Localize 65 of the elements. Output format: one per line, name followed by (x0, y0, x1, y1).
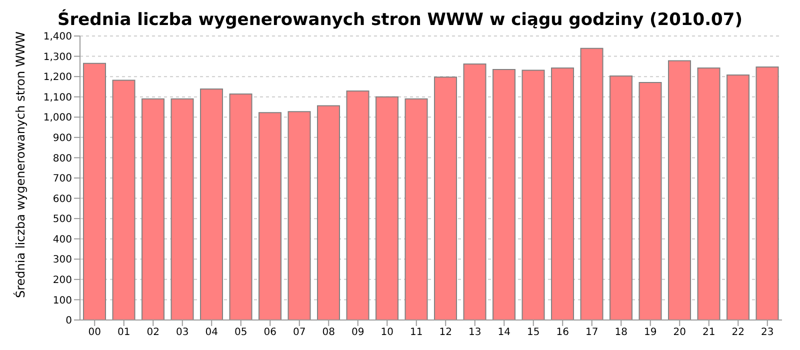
x-tick-label: 12 (439, 327, 452, 338)
bar (112, 80, 136, 320)
x-tick-label: 20 (673, 327, 686, 338)
x-tick-label: 18 (614, 327, 628, 338)
x-tick-label: 10 (380, 327, 394, 338)
bar (551, 68, 574, 320)
x-tick-label: 23 (761, 327, 774, 338)
x-tick-label: 09 (352, 327, 364, 338)
bar (317, 105, 340, 320)
bar (610, 75, 633, 320)
y-tick-label: 1,100 (43, 92, 72, 104)
y-tick-label: 400 (52, 234, 72, 246)
bar (229, 94, 252, 320)
y-axis-title: Średnia liczba wygenerowanych stron WWW (12, 31, 28, 298)
y-tick-label: 1,300 (43, 52, 72, 63)
bar (404, 98, 428, 320)
x-tick-label: 16 (556, 327, 569, 338)
x-tick-label: 13 (468, 327, 482, 338)
chart-title: Średnia liczba wygenerowanych stron WWW w ciągu godziny (2010.07) (56, 8, 744, 32)
y-tick-label: 100 (52, 295, 72, 306)
bar (376, 96, 399, 320)
x-tick-label: 21 (702, 327, 716, 338)
x-tick-label: 05 (234, 327, 248, 338)
x-tick-label: 14 (498, 327, 510, 338)
y-tick-label: 1,000 (43, 112, 72, 124)
bar (200, 88, 224, 320)
bar (346, 90, 370, 320)
bar (638, 82, 662, 320)
y-tick-label: 0 (66, 316, 72, 327)
y-tick-label: 200 (52, 274, 72, 286)
y-tick-label: 1,400 (43, 32, 72, 43)
bar (83, 62, 106, 320)
bar (434, 76, 458, 320)
y-tick-label: 700 (52, 174, 72, 185)
x-tick-label: 06 (264, 327, 276, 338)
y-tick-label: 300 (52, 254, 72, 266)
x-tick-label: 08 (322, 327, 335, 338)
bar (492, 68, 516, 320)
bar (580, 48, 604, 320)
x-tick-label: 17 (586, 327, 598, 338)
bar (170, 98, 194, 320)
bar (463, 63, 486, 320)
bar (258, 112, 282, 320)
x-tick-label: 22 (732, 327, 744, 338)
bar (756, 66, 779, 320)
x-tick-label: 11 (410, 327, 423, 338)
x-tick-label: 02 (146, 327, 160, 338)
x-tick-label: 19 (644, 327, 657, 338)
bar (668, 60, 692, 320)
x-tick-label: 15 (527, 327, 540, 338)
x-tick-label: 00 (88, 327, 101, 338)
y-tick-label: 900 (52, 132, 72, 144)
bar (288, 111, 311, 320)
y-tick-label: 500 (52, 214, 72, 226)
bar (522, 70, 545, 320)
x-tick-label: 07 (293, 327, 306, 338)
x-tick-label: 04 (205, 327, 218, 338)
bar (697, 68, 720, 320)
x-tick-label: 01 (118, 327, 130, 338)
y-tick-label: 800 (52, 153, 72, 164)
y-tick-label: 1,200 (43, 72, 72, 84)
x-tick-label: 03 (176, 327, 189, 338)
bar (726, 74, 750, 320)
y-tick-label: 600 (52, 194, 72, 205)
bar (142, 98, 165, 320)
